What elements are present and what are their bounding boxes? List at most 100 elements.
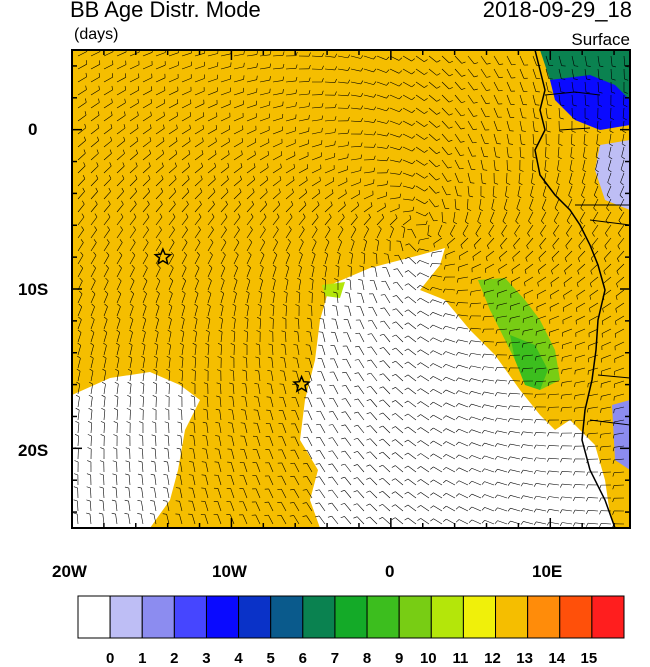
wind-barb bbox=[369, 516, 378, 525]
wind-barb-feather bbox=[290, 201, 294, 205]
wind-barb-feather bbox=[202, 124, 204, 129]
wind-barb bbox=[194, 216, 202, 226]
wind-barb-feather bbox=[570, 156, 575, 160]
wind-barb-feather bbox=[205, 329, 210, 333]
wind-barb bbox=[395, 400, 404, 408]
wind-barb bbox=[350, 193, 360, 200]
wind-barb-feather bbox=[153, 368, 158, 372]
wind-barb-feather bbox=[137, 486, 142, 489]
wind-barb-feather bbox=[176, 111, 178, 116]
wind-barb bbox=[445, 402, 456, 408]
wind-barb bbox=[510, 456, 521, 460]
wind-barb-feather bbox=[269, 88, 271, 93]
wind-barb-feather bbox=[155, 316, 159, 320]
wind-barb bbox=[484, 468, 495, 473]
wind-barb-feather bbox=[163, 447, 168, 450]
wind-barb-feather bbox=[469, 195, 474, 198]
wind-barb-feather bbox=[412, 206, 415, 211]
wind-barb-feather bbox=[411, 97, 416, 101]
wind-barb-feather bbox=[303, 463, 308, 465]
wind-barb bbox=[536, 328, 547, 333]
wind-barb-feather bbox=[353, 437, 358, 440]
wind-barb-feather bbox=[447, 244, 450, 249]
wind-barb bbox=[318, 515, 326, 525]
wind-barb-feather bbox=[508, 380, 511, 385]
wind-barb-feather bbox=[227, 162, 230, 167]
wind-barb bbox=[420, 453, 430, 460]
wind-barb-feather bbox=[179, 355, 184, 359]
wind-barb-feather bbox=[612, 434, 615, 439]
wind-barb-feather bbox=[366, 516, 370, 519]
wind-barb bbox=[441, 55, 450, 64]
wind-barb-feather bbox=[294, 317, 299, 320]
wind-barb bbox=[246, 141, 256, 148]
wind-barb-feather bbox=[481, 481, 485, 485]
wind-barb bbox=[272, 192, 281, 200]
wind-barb bbox=[207, 397, 209, 408]
wind-barb-feather bbox=[363, 238, 367, 242]
wind-barb-feather bbox=[392, 321, 397, 324]
wind-barb bbox=[445, 428, 456, 434]
wind-barb bbox=[246, 54, 257, 57]
wind-barb bbox=[471, 276, 482, 281]
wind-barb bbox=[602, 315, 612, 322]
wind-barb-feather bbox=[473, 245, 477, 249]
wind-barb-feather bbox=[104, 303, 108, 307]
wind-barb-feather bbox=[380, 320, 385, 323]
wind-barb bbox=[376, 206, 386, 213]
wind-barb-feather bbox=[206, 303, 211, 307]
wind-barb-feather bbox=[608, 169, 612, 173]
wind-barb-feather bbox=[230, 356, 235, 359]
wind-barb bbox=[269, 423, 274, 434]
wind-barb bbox=[220, 129, 230, 135]
wind-barb-feather bbox=[149, 513, 154, 515]
wind-barb bbox=[569, 172, 573, 183]
wind-barb bbox=[592, 224, 599, 234]
wind-barb bbox=[389, 217, 398, 226]
wind-barb bbox=[497, 430, 508, 434]
wind-barb bbox=[454, 172, 460, 183]
wind-barb bbox=[155, 77, 166, 83]
wind-barb-feather bbox=[448, 113, 453, 116]
wind-barb bbox=[376, 94, 387, 99]
wind-barb bbox=[578, 237, 586, 246]
wind-barb bbox=[510, 495, 521, 499]
wind-barb-feather bbox=[547, 369, 550, 374]
wind-barb-feather bbox=[123, 136, 126, 141]
wind-barb-feather bbox=[328, 411, 333, 413]
wind-barb-feather bbox=[91, 316, 95, 320]
wind-barb-feather bbox=[429, 376, 434, 380]
wind-barb-feather bbox=[498, 76, 503, 79]
wind-barb-feather bbox=[411, 58, 415, 62]
wind-barb-feather bbox=[573, 420, 576, 425]
wind-barb bbox=[103, 191, 111, 200]
wind-barb-feather bbox=[509, 318, 511, 323]
wind-barb bbox=[257, 397, 261, 408]
wind-barb-feather bbox=[436, 60, 441, 63]
wind-barb-feather bbox=[93, 252, 97, 256]
wind-barb-feather bbox=[468, 403, 472, 408]
wind-barb-feather bbox=[599, 497, 602, 502]
wind-barb bbox=[441, 146, 449, 155]
wind-barb bbox=[207, 254, 213, 265]
wind-barb bbox=[181, 153, 191, 161]
wind-barb bbox=[389, 172, 400, 175]
wind-barb bbox=[402, 94, 412, 101]
wind-barb-feather bbox=[127, 381, 132, 385]
wind-barb bbox=[181, 128, 191, 135]
wind-barb-feather bbox=[456, 290, 459, 295]
wind-barb bbox=[433, 376, 443, 382]
wind-barb bbox=[454, 55, 462, 64]
wind-barb-feather bbox=[163, 99, 166, 104]
wind-barb bbox=[102, 501, 105, 512]
wind-barb-feather bbox=[565, 245, 568, 250]
wind-barb-feather bbox=[460, 141, 465, 143]
wind-barb bbox=[233, 306, 237, 317]
wind-barb bbox=[551, 263, 560, 271]
wind-barb bbox=[142, 293, 147, 304]
wind-barb bbox=[603, 263, 612, 272]
wind-barb bbox=[322, 332, 326, 343]
wind-barb-feather bbox=[127, 395, 131, 398]
wind-barb-feather bbox=[460, 244, 463, 249]
wind-barb bbox=[181, 141, 191, 148]
